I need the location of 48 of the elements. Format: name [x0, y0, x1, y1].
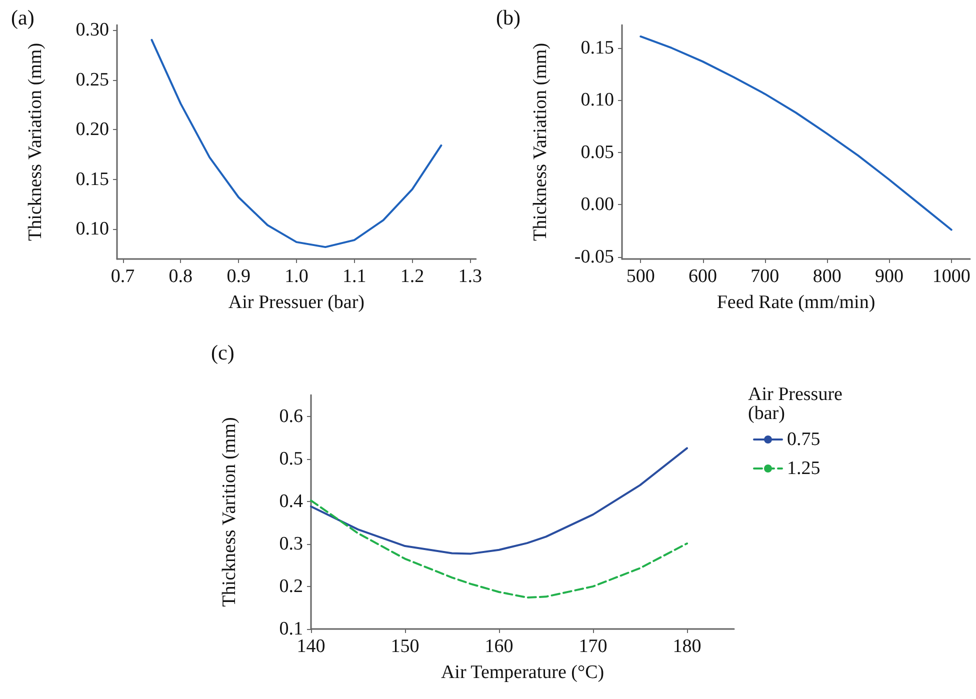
legend-label: 0.75 [787, 429, 820, 450]
x-tick-label: 150 [390, 636, 420, 657]
x-axis-title: Air Temperature (°C) [440, 662, 604, 683]
line-series [640, 35, 952, 231]
y-axis-title: Thickness Varition (mm) [219, 417, 240, 607]
y-tick-label: 0.15 [580, 37, 614, 58]
y-tick-label: 0.2 [279, 576, 303, 597]
y-tick-label: 0.6 [279, 406, 303, 427]
x-tick-label: 900 [874, 266, 904, 287]
y-tick-label: 0.15 [76, 168, 109, 190]
x-axis-title: Air Pressuer (bar) [228, 292, 365, 313]
x-tick-label: 0.7 [110, 266, 135, 287]
y-tick-label: -0.05 [574, 246, 614, 268]
x-tick-label: 1.1 [342, 266, 366, 287]
line-series [150, 38, 442, 248]
y-tick-label: 0.25 [76, 69, 109, 90]
y-tick-label: 0.20 [76, 119, 109, 140]
x-tick-label: 1.0 [284, 266, 308, 287]
chart-title: (c) [211, 340, 234, 364]
x-tick-label: 800 [812, 266, 842, 287]
x-tick-label: 500 [626, 266, 655, 287]
x-tick-label: 700 [750, 266, 780, 287]
y-tick-label: 0.30 [76, 19, 109, 40]
line-series [310, 500, 688, 599]
chart-title: (a) [11, 6, 34, 30]
y-axis-title: Thickness Variation (mm) [25, 42, 46, 242]
chart-title: (b) [496, 6, 520, 30]
x-tick-label: 160 [484, 636, 514, 657]
x-tick-label: 0.9 [226, 266, 250, 287]
y-axis-title: Thickness Variation (mm) [530, 42, 551, 242]
line-series [310, 447, 688, 555]
y-tick-label: 0.10 [76, 218, 109, 240]
y-tick-label: 0.10 [580, 90, 614, 111]
legend-label: 1.25 [787, 458, 820, 479]
y-tick-label: 0.3 [279, 533, 303, 554]
x-tick-label: 170 [578, 636, 608, 657]
y-tick-label: 0.5 [279, 448, 303, 470]
x-tick-label: 180 [672, 636, 702, 657]
y-tick-label: 0.05 [580, 142, 614, 163]
x-tick-label: 1.3 [458, 266, 482, 287]
legend-title: Air Pressure (bar) [748, 384, 842, 424]
x-axis-title: Feed Rate (mm/min) [716, 292, 876, 313]
x-tick-label: 1000 [932, 266, 970, 287]
x-tick-label: 0.8 [168, 266, 193, 287]
y-tick-label: 0.00 [580, 194, 614, 216]
y-tick-label: 0.4 [279, 490, 304, 512]
x-tick-label: 600 [688, 266, 718, 287]
x-tick-label: 1.2 [400, 266, 424, 287]
